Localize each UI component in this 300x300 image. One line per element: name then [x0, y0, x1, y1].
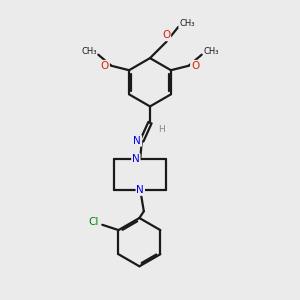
- Text: O: O: [191, 61, 199, 71]
- Text: H: H: [158, 125, 165, 134]
- Text: N: N: [132, 154, 140, 164]
- Text: CH₃: CH₃: [81, 46, 97, 56]
- Text: Cl: Cl: [89, 218, 99, 227]
- Text: CH₃: CH₃: [203, 46, 219, 56]
- Text: O: O: [162, 31, 170, 40]
- Text: O: O: [101, 61, 109, 71]
- Text: CH₃: CH₃: [179, 19, 195, 28]
- Text: N: N: [134, 136, 141, 146]
- Text: N: N: [136, 185, 144, 195]
